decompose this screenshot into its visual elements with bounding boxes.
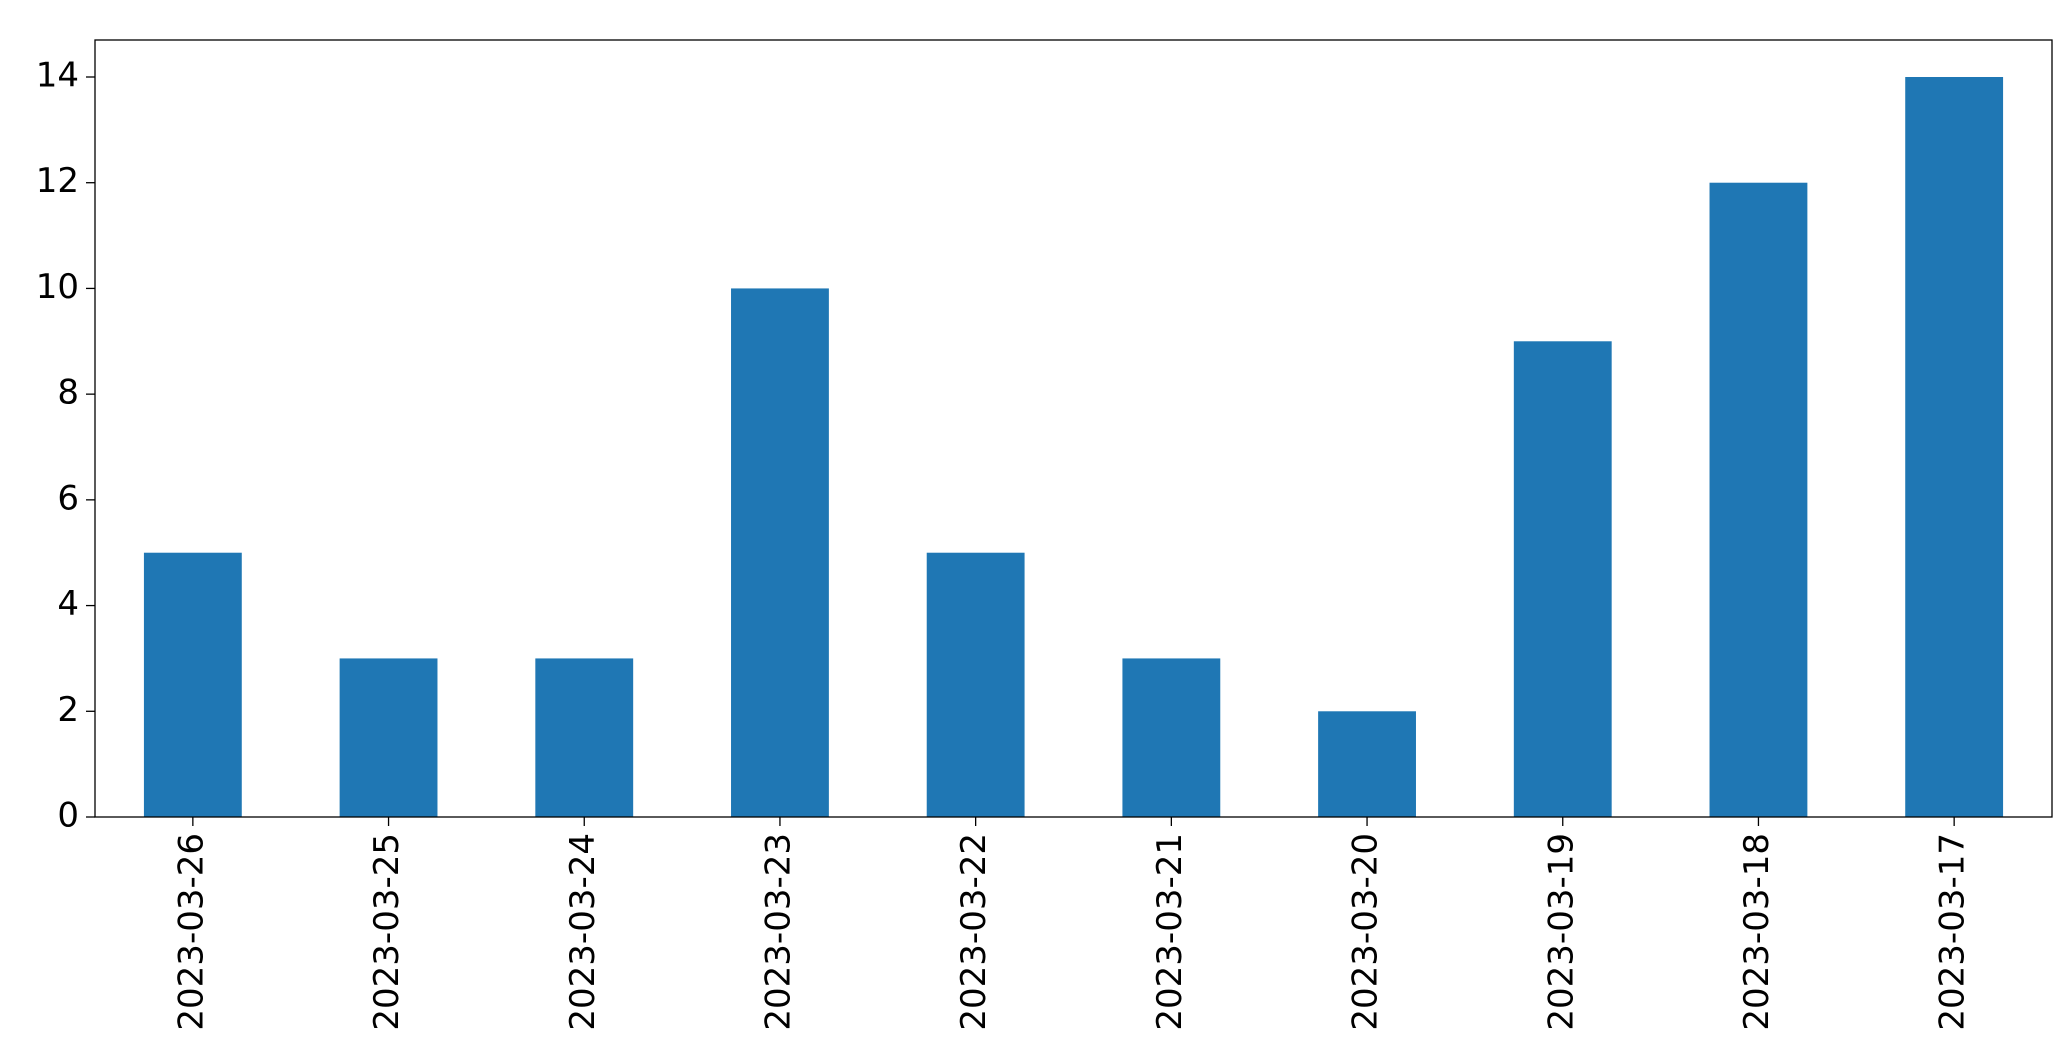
bar: [339, 658, 438, 817]
x-tick-label: 2023-03-22: [954, 833, 994, 1031]
x-tick-label: 2023-03-25: [367, 833, 407, 1031]
y-tick-label: 12: [36, 161, 79, 201]
x-tick-label: 2023-03-19: [1541, 833, 1581, 1031]
y-tick-label: 14: [36, 56, 79, 96]
x-tick-label: 2023-03-20: [1346, 833, 1386, 1031]
y-tick-label: 2: [57, 690, 79, 730]
x-tick-label: 2023-03-23: [758, 833, 798, 1031]
x-tick-label: 2023-03-18: [1737, 833, 1777, 1031]
y-tick-label: 10: [36, 267, 79, 307]
x-tick-label: 2023-03-24: [563, 833, 603, 1031]
bar: [1122, 658, 1221, 817]
bar: [143, 552, 242, 817]
bar: [1513, 341, 1612, 817]
bar: [1905, 77, 2004, 817]
y-tick-label: 6: [57, 478, 79, 518]
plot-frame: [94, 39, 2053, 818]
y-tick-label: 0: [57, 796, 79, 836]
x-tick-label: 2023-03-21: [1150, 833, 1190, 1031]
bar: [535, 658, 634, 817]
x-tick-label: 2023-03-26: [171, 833, 211, 1031]
y-tick-label: 4: [57, 584, 79, 624]
bar: [1318, 711, 1416, 817]
bar: [1709, 182, 1808, 817]
bar: [926, 552, 1025, 817]
y-tick-label: 8: [57, 373, 79, 413]
bar: [731, 288, 829, 817]
x-tick-label: 2023-03-17: [1933, 833, 1973, 1031]
